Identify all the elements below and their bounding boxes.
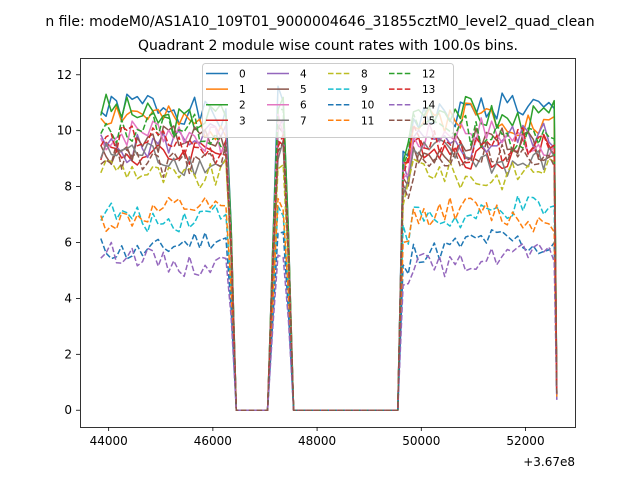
legend-label-11: 11	[361, 115, 374, 127]
legend-label-8: 8	[361, 69, 368, 81]
legend-label-5: 5	[300, 84, 307, 96]
x-tick-label: 52000	[506, 434, 544, 448]
legend-label-13: 13	[422, 84, 435, 96]
legend-label-7: 7	[300, 115, 307, 127]
figure-suptitle: n file: modeM0/AS1A10_109T01_9000004646_…	[45, 14, 594, 30]
legend-label-4: 4	[300, 69, 307, 81]
series-line-15	[100, 140, 558, 411]
series-layer	[100, 85, 558, 411]
legend-label-15: 15	[422, 115, 435, 127]
legend-label-6: 6	[300, 100, 307, 112]
x-tick-label: 46000	[194, 434, 232, 448]
series-line-2	[100, 93, 558, 411]
x-tick-label: 48000	[298, 434, 336, 448]
legend-label-14: 14	[422, 100, 436, 112]
x-tick-label: 50000	[402, 434, 440, 448]
y-tick-label: 8	[64, 180, 72, 194]
y-tick-label: 2	[64, 347, 72, 361]
y-axis: 0 2 4 6 8 10 12	[57, 68, 80, 417]
series-line-9	[100, 195, 558, 411]
x-axis: 44000 46000 48000 50000 52000	[90, 427, 545, 448]
chart-title: Quadrant 2 module wise count rates with …	[138, 38, 518, 54]
legend-label-3: 3	[239, 115, 246, 127]
y-tick-label: 6	[64, 236, 72, 250]
legend-label-12: 12	[422, 69, 435, 81]
series-line-11	[100, 196, 558, 411]
y-tick-label: 12	[57, 68, 72, 82]
y-tick-label: 10	[57, 124, 72, 138]
legend-box	[202, 63, 454, 138]
series-line-14	[100, 241, 558, 411]
y-tick-label: 4	[64, 291, 72, 305]
series-line-8	[100, 157, 558, 411]
legend-label-1: 1	[239, 84, 246, 96]
legend-label-10: 10	[361, 100, 374, 112]
axes-frame	[80, 58, 576, 428]
x-tick-label: 44000	[90, 434, 128, 448]
series-line-7	[100, 138, 558, 411]
legend-label-0: 0	[239, 69, 246, 81]
x-offset-label: +3.67e8	[523, 455, 575, 469]
series-line-10	[100, 229, 558, 411]
legend-label-2: 2	[239, 100, 246, 112]
plot-area	[80, 58, 576, 428]
legend-label-9: 9	[361, 84, 368, 96]
y-tick-label: 0	[64, 403, 72, 417]
series-line-12	[100, 108, 558, 411]
